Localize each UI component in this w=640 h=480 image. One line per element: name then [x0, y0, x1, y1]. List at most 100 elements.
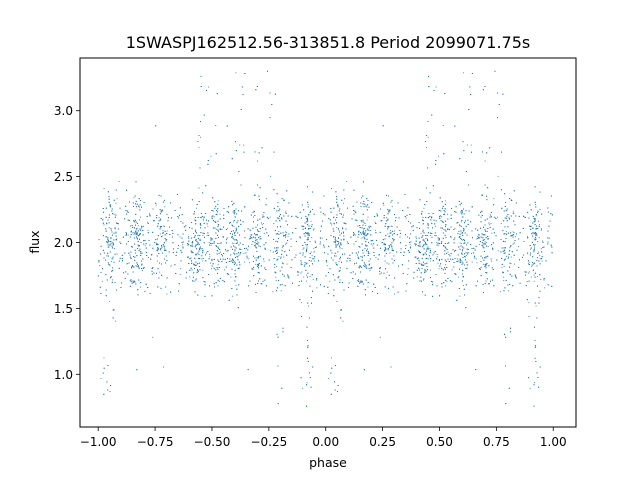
- data-point: [491, 260, 492, 262]
- data-point: [462, 248, 463, 250]
- data-point: [435, 86, 437, 88]
- data-point: [484, 160, 486, 162]
- data-point: [162, 230, 164, 232]
- data-point: [338, 261, 340, 263]
- data-point: [391, 225, 393, 227]
- data-point: [309, 276, 311, 277]
- data-point: [235, 72, 237, 74]
- data-point: [141, 252, 143, 254]
- data-point: [234, 239, 236, 241]
- data-point: [112, 279, 114, 281]
- data-point: [218, 280, 220, 282]
- data-point: [195, 238, 197, 240]
- data-point: [311, 237, 313, 239]
- data-point: [140, 216, 141, 218]
- data-point: [539, 255, 541, 257]
- data-point: [140, 286, 141, 288]
- data-point: [491, 232, 493, 234]
- data-point: [434, 223, 436, 225]
- data-point: [376, 213, 378, 215]
- data-point: [375, 257, 377, 259]
- data-point: [442, 207, 443, 209]
- data-point: [445, 200, 447, 202]
- data-point: [335, 246, 337, 248]
- data-point: [155, 204, 157, 206]
- data-point: [180, 260, 182, 262]
- data-point: [133, 197, 135, 199]
- data-point: [139, 219, 140, 221]
- data-point: [424, 271, 426, 273]
- data-point: [466, 248, 468, 250]
- data-point: [234, 248, 236, 250]
- data-point: [501, 266, 503, 268]
- data-point: [115, 202, 117, 204]
- data-point: [415, 238, 417, 239]
- data-point: [243, 252, 245, 254]
- data-point: [285, 210, 287, 212]
- data-point: [286, 231, 287, 233]
- data-point: [209, 256, 211, 258]
- data-point: [303, 225, 305, 227]
- data-point: [542, 240, 543, 242]
- data-point: [538, 251, 540, 253]
- data-point: [540, 248, 542, 250]
- data-point: [392, 238, 393, 239]
- data-point: [509, 247, 511, 249]
- data-point: [374, 221, 376, 223]
- data-point: [426, 147, 427, 149]
- data-point: [179, 274, 181, 276]
- data-point: [300, 272, 302, 274]
- data-point: [214, 207, 216, 209]
- data-point: [200, 216, 202, 218]
- data-point: [257, 283, 259, 285]
- data-point: [443, 245, 445, 246]
- data-point: [103, 188, 105, 189]
- data-point: [135, 265, 137, 267]
- data-point: [338, 229, 340, 231]
- data-point: [514, 274, 516, 276]
- data-point: [263, 232, 265, 234]
- data-point: [259, 238, 261, 240]
- data-point: [154, 220, 155, 222]
- data-point: [471, 261, 473, 263]
- data-point: [375, 229, 376, 231]
- data-point: [357, 280, 359, 281]
- data-point: [343, 202, 344, 204]
- data-point: [460, 221, 462, 223]
- data-point: [249, 236, 251, 237]
- data-point: [482, 246, 484, 248]
- data-point: [477, 236, 479, 237]
- data-point: [405, 247, 406, 249]
- data-point: [148, 257, 149, 259]
- data-point: [497, 250, 499, 252]
- data-point: [486, 230, 488, 232]
- data-point: [342, 320, 344, 322]
- data-point: [372, 245, 374, 247]
- data-point: [434, 235, 436, 237]
- data-point: [457, 276, 459, 278]
- data-point: [443, 228, 445, 230]
- data-point: [390, 225, 392, 227]
- data-point: [243, 144, 245, 146]
- data-point: [276, 266, 278, 267]
- data-point: [364, 227, 366, 229]
- data-point: [108, 227, 110, 229]
- data-point: [308, 215, 310, 217]
- data-point: [244, 261, 246, 263]
- data-point: [202, 269, 204, 271]
- data-point: [487, 245, 489, 247]
- data-point: [188, 238, 190, 239]
- data-point: [189, 276, 191, 278]
- data-point: [535, 305, 537, 307]
- data-point: [301, 262, 303, 264]
- data-point: [534, 239, 536, 241]
- data-point: [470, 93, 472, 95]
- data-point: [361, 233, 363, 235]
- data-point: [489, 224, 491, 226]
- data-point: [328, 378, 330, 379]
- data-point: [537, 276, 539, 277]
- data-point: [306, 280, 308, 282]
- data-point: [198, 147, 200, 149]
- data-point: [248, 238, 250, 240]
- data-point: [135, 181, 137, 183]
